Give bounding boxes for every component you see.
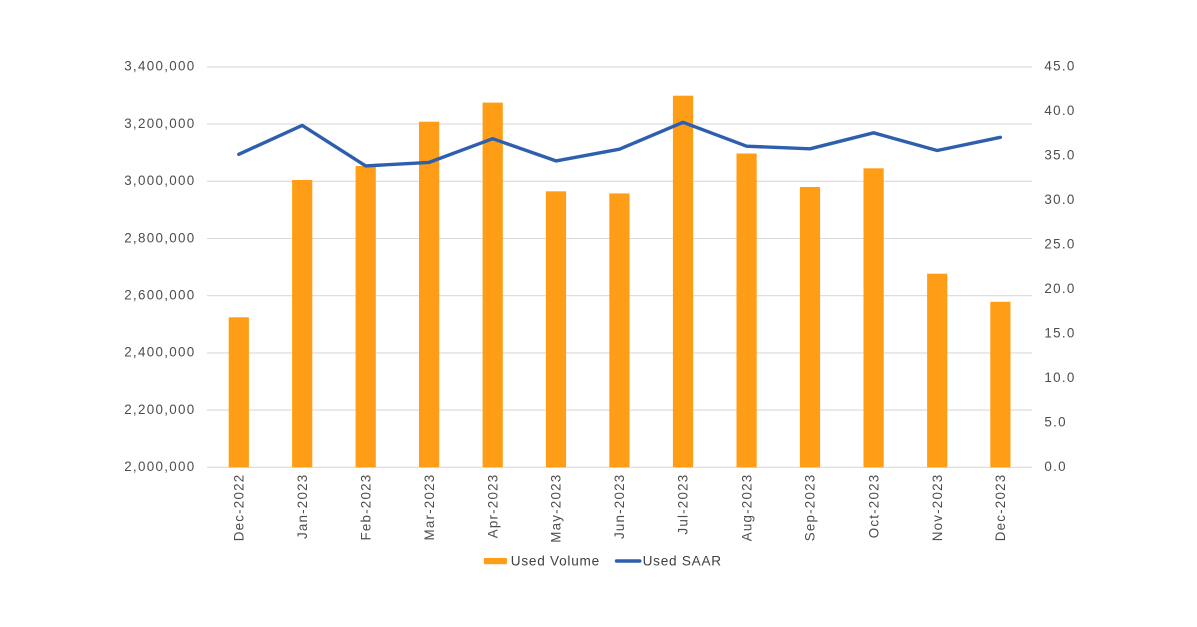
svg-text:Jun-2023: Jun-2023 (612, 474, 627, 539)
svg-text:2,200,000: 2,200,000 (124, 402, 195, 417)
svg-text:Dec-2023: Dec-2023 (993, 474, 1008, 542)
svg-text:0.0: 0.0 (1044, 459, 1067, 474)
svg-text:Jul-2023: Jul-2023 (676, 474, 691, 535)
svg-text:Mar-2023: Mar-2023 (422, 474, 437, 541)
svg-text:Used Volume: Used Volume (511, 554, 600, 569)
svg-text:35.0: 35.0 (1044, 148, 1075, 163)
svg-text:2,600,000: 2,600,000 (124, 288, 195, 303)
svg-text:30.0: 30.0 (1044, 192, 1075, 207)
svg-text:Jan-2023: Jan-2023 (295, 474, 310, 539)
svg-text:10.0: 10.0 (1044, 370, 1075, 385)
svg-text:Used SAAR: Used SAAR (643, 554, 722, 569)
svg-text:Feb-2023: Feb-2023 (358, 474, 373, 541)
svg-text:2,800,000: 2,800,000 (124, 230, 195, 245)
svg-text:Aug-2023: Aug-2023 (739, 474, 754, 542)
svg-text:45.0: 45.0 (1044, 59, 1075, 74)
svg-text:25.0: 25.0 (1044, 237, 1075, 252)
svg-text:5.0: 5.0 (1044, 415, 1067, 430)
svg-text:20.0: 20.0 (1044, 281, 1075, 296)
svg-text:Sep-2023: Sep-2023 (803, 474, 818, 542)
svg-text:Dec-2022: Dec-2022 (232, 474, 247, 542)
svg-text:3,400,000: 3,400,000 (124, 59, 195, 74)
svg-text:Nov-2023: Nov-2023 (930, 474, 945, 542)
svg-text:2,000,000: 2,000,000 (124, 459, 195, 474)
svg-text:3,200,000: 3,200,000 (124, 116, 195, 131)
svg-text:Apr-2023: Apr-2023 (485, 474, 500, 539)
svg-text:May-2023: May-2023 (549, 474, 564, 543)
svg-text:Oct-2023: Oct-2023 (866, 474, 881, 539)
svg-text:15.0: 15.0 (1044, 326, 1075, 341)
svg-text:2,400,000: 2,400,000 (124, 345, 195, 360)
svg-text:40.0: 40.0 (1044, 103, 1075, 118)
svg-text:3,000,000: 3,000,000 (124, 173, 195, 188)
